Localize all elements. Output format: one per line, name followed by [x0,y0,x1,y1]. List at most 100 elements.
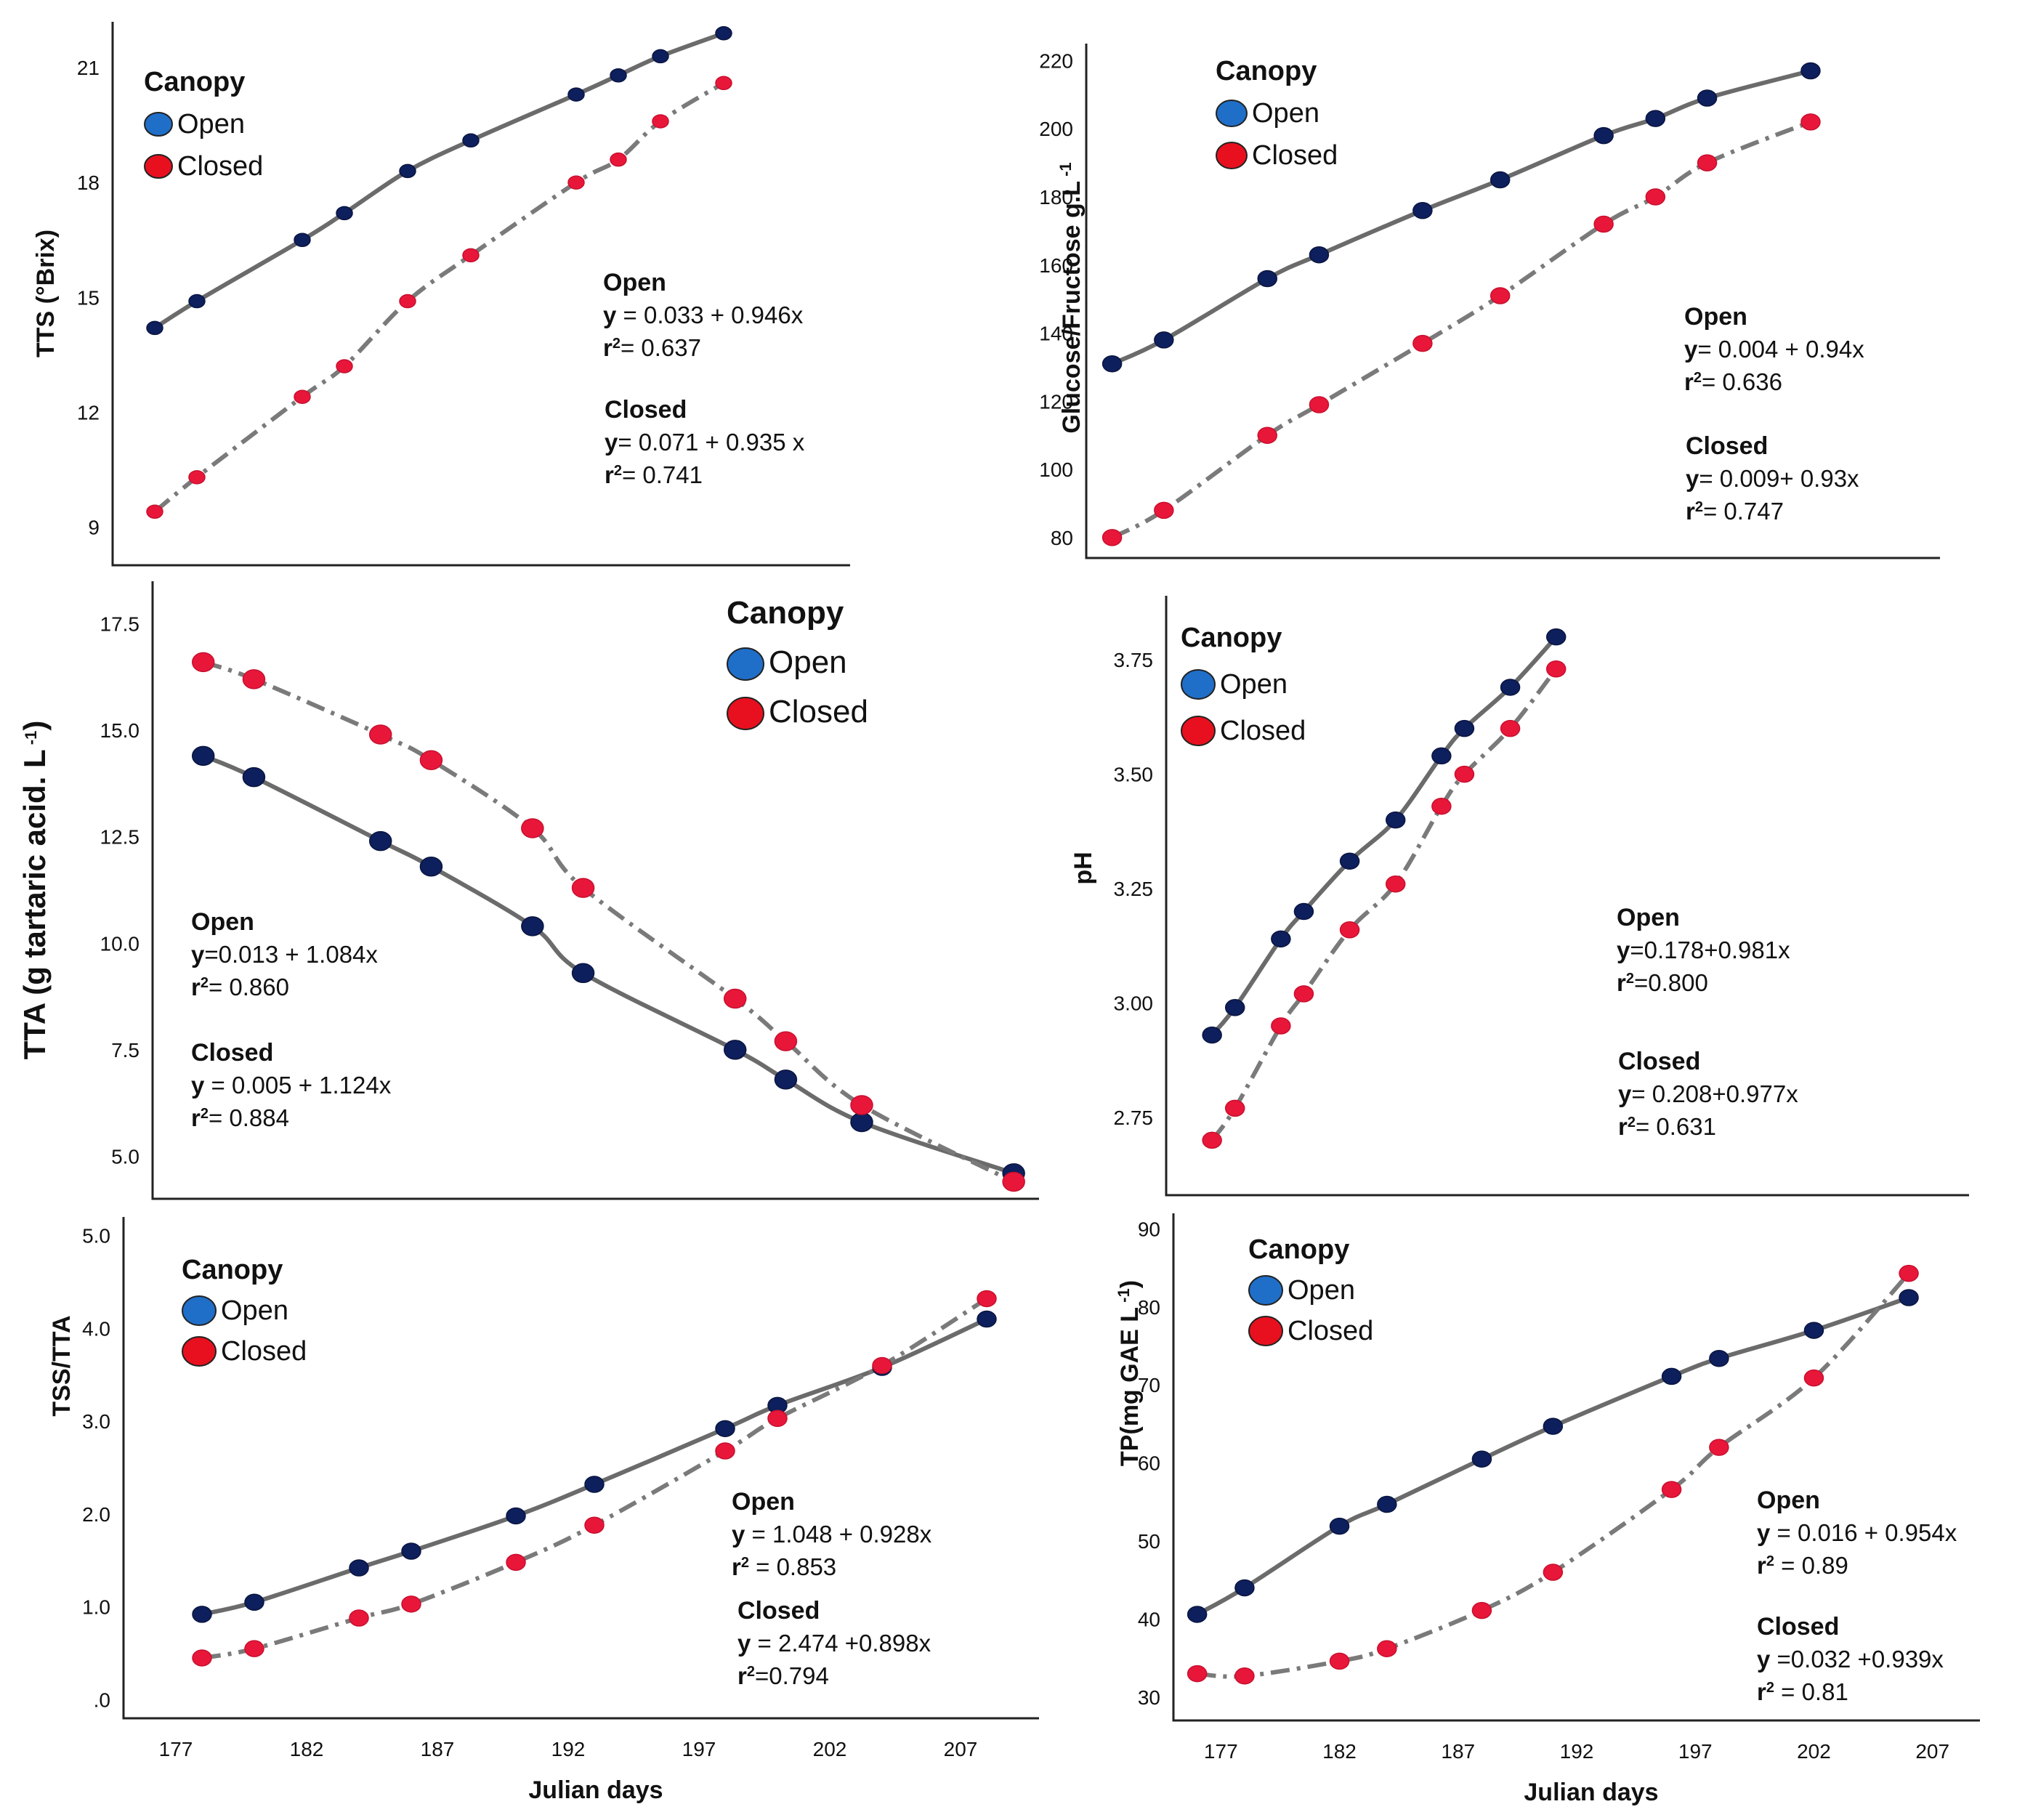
annotation-equation-rest: = 2.474 +0.898x [751,1630,931,1657]
annotation-r2-var: r [191,974,201,1000]
y-tick-label: 80 [1051,527,1073,549]
data-point-closed [521,818,544,838]
y-tick-label: 9 [88,516,100,538]
y-tick-label: 2.0 [82,1503,110,1526]
y-tick-label: 21 [77,57,100,79]
series-line-open [1111,68,1811,366]
legend-entry-closed: Closed [769,694,868,729]
y-tick-label: 3.50 [1114,764,1154,786]
annotation-equation-var: y [732,1521,745,1548]
axis-frame [1172,1213,1980,1722]
series-line-open [1196,1295,1910,1617]
data-point-open [462,133,480,148]
y-tick-label: 3.0 [82,1410,110,1433]
y-tick-label: .0 [94,1688,110,1711]
legend-entry-closed: Closed [1288,1316,1373,1346]
annotation-equation-var: y [1617,937,1630,963]
y-axis-label: TSS/TTA [48,1315,76,1416]
annotation-r2: r2= 0.860 [191,974,289,1000]
series-line-closed [202,660,1015,1184]
data-point-open [571,963,595,984]
legend-title: Canopy [1216,56,1317,86]
data-point-open [1271,930,1291,948]
data-point-closed [774,1031,798,1051]
y-tick-label: 7.5 [111,1039,140,1061]
data-point-closed [399,294,416,309]
annotation-r2-exp: 2 [1695,499,1703,515]
data-point-open [1154,331,1174,349]
data-point-open [1385,811,1406,829]
data-point-closed [1500,719,1521,737]
legend-title: Canopy [144,67,245,97]
y-tick-label: 5.0 [111,1145,140,1168]
legend-marker-closed [1248,1316,1283,1346]
data-point-open [1489,171,1511,189]
legend-entry-open: Open [177,109,245,139]
annotation-title: Open [191,908,254,936]
annotation-r2-exp: 2 [613,336,621,352]
annotation-title: Open [1757,1487,1820,1514]
y-tick-label: 2.75 [1114,1107,1154,1129]
data-point-open [244,1593,264,1611]
data-point-closed [1339,921,1360,939]
annotation-equation: y = 0.016 + 0.954x [1757,1519,1957,1546]
data-point-open [715,1420,735,1438]
annotation-r2-exp: 2 [201,1106,209,1122]
data-point-closed [1803,1369,1824,1387]
annotation-title: Closed [1686,432,1768,460]
series-line-closed [1111,120,1812,540]
legend: Canopy Open Closed [1181,623,1306,746]
data-point-closed [1309,396,1330,413]
y-tick-label: 80 [1138,1296,1160,1319]
data-point-open [188,294,206,309]
y-axis-label: TTA (g tartaric acid. L -1) [17,721,52,1060]
legend-marker-open [182,1295,217,1326]
legend-title: Canopy [727,595,844,631]
y-tick-label: 5.0 [82,1225,110,1247]
annotation-r2-exp: 2 [1766,1680,1774,1696]
series-line-closed [153,81,725,514]
data-point-closed [1224,1099,1245,1117]
data-point-closed [571,878,595,898]
data-point-open [1800,62,1821,80]
chart-panel-tp: 30 40 50 60 70 80 90 177 182 187 192 197 202 207 Julia… [1115,1213,1980,1806]
annotation-r2-var: r [1617,969,1626,996]
series-line-open [201,1317,988,1617]
legend-title: Canopy [1248,1234,1349,1265]
annotation-equation: y= 0.004 + 0.94x [1684,336,1864,363]
data-point-closed [767,1410,788,1428]
x-tick-label: 192 [551,1738,586,1760]
annotation-title: Open [1617,904,1680,931]
y-tick-label: 12.5 [100,826,140,849]
x-tick-label: 182 [290,1738,324,1760]
y-axis-label: TTS (°Brix) [32,230,60,357]
annotation-equation-rest: = 0.208+0.977x [1631,1080,1798,1107]
annotation-r2-rest: = 0.81 [1774,1678,1848,1705]
data-point-closed [1645,188,1666,206]
annotation-title: Closed [1618,1048,1700,1075]
legend-entry-closed: Closed [1252,140,1338,171]
annotation-r2-exp: 2 [747,1664,755,1680]
data-point-closed [872,1356,892,1375]
data-point-closed [192,1649,212,1667]
axis-frame [122,1217,1039,1720]
data-point-open [368,830,392,852]
annotation-r2: r2 = 0.81 [1757,1678,1848,1705]
y-tick-label: 4.0 [82,1317,110,1340]
data-point-open [1803,1322,1824,1339]
x-tick-label: 197 [1678,1740,1713,1763]
annotation-title: Open [603,269,666,296]
y-tick-label: 3.25 [1114,878,1154,900]
data-point-closed [652,114,669,129]
data-point-open [1202,1026,1222,1044]
y-tick-label: 220 [1039,49,1073,72]
annotation-r2-exp: 2 [1694,370,1702,386]
y-tick-label: 160 [1039,254,1073,277]
annotation-equation-var: y [737,1630,751,1657]
series-line-closed [201,1296,988,1660]
data-point-closed [1257,426,1277,444]
